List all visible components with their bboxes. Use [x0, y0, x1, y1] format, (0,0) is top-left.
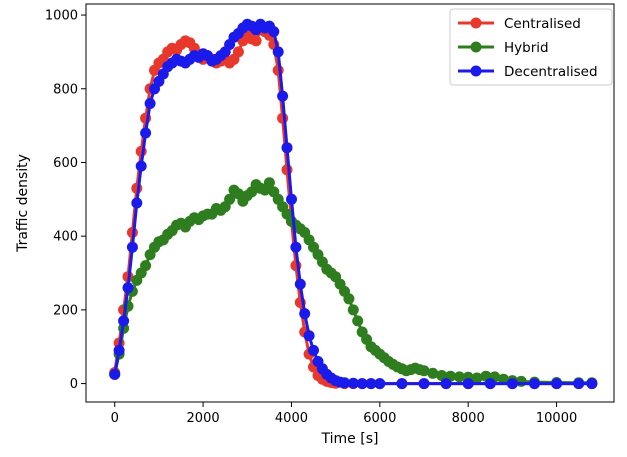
y-axis-label: Traffic density	[15, 154, 31, 253]
data-point	[268, 26, 280, 38]
data-point	[144, 98, 156, 109]
legend-swatch-marker	[470, 17, 482, 29]
data-point	[374, 378, 386, 390]
legend-label: Centralised	[504, 16, 581, 32]
data-point	[462, 378, 474, 390]
data-point	[343, 293, 355, 305]
x-tick-label: 6000	[363, 411, 396, 426]
y-tick-label: 600	[53, 156, 78, 171]
series-hybrid	[109, 177, 598, 389]
data-point	[131, 197, 143, 209]
data-point	[277, 112, 289, 124]
legend-label: Hybrid	[504, 40, 549, 56]
data-point	[140, 127, 152, 139]
data-point	[347, 377, 359, 389]
legend-label: Decentralised	[504, 64, 598, 80]
series-line-hybrid	[113, 181, 592, 385]
data-point	[427, 367, 439, 379]
data-point	[453, 371, 465, 383]
legend-item-decentralised: Decentralised	[458, 64, 598, 80]
x-tick-label: 10000	[536, 411, 577, 426]
data-point	[498, 373, 509, 385]
data-point	[113, 344, 125, 356]
y-tick-label: 400	[53, 230, 78, 245]
data-point	[277, 90, 289, 102]
data-point	[294, 278, 306, 290]
y-tick-label: 800	[53, 82, 78, 97]
axes-layer: 0 2000 4000 6000 8000 10000 0 200 400 600 800 1000 T…	[15, 3, 615, 447]
y-tick-label: 200	[53, 303, 78, 318]
x-tick-label: 4000	[275, 411, 308, 426]
data-point	[109, 368, 121, 380]
data-point	[418, 365, 430, 377]
data-point	[551, 378, 563, 390]
x-tick-label: 2000	[187, 411, 220, 426]
data-point	[303, 330, 315, 342]
data-point	[299, 308, 311, 320]
data-point	[586, 378, 598, 390]
data-point	[286, 193, 297, 205]
data-point	[506, 378, 518, 390]
plot-frame	[85, 3, 615, 403]
y-tick-label: 1000	[45, 9, 78, 24]
data-point	[272, 46, 284, 58]
data-point	[232, 46, 244, 58]
legend: Centralised Hybrid Decentralised	[449, 8, 613, 86]
data-point	[356, 378, 368, 390]
x-axis-label: Time [s]	[321, 431, 379, 447]
data-point	[290, 241, 302, 253]
data-point	[339, 377, 350, 389]
series-decentralised	[109, 18, 598, 390]
data-point	[308, 344, 319, 356]
legend-item-hybrid: Hybrid	[458, 40, 549, 56]
data-point	[250, 35, 262, 47]
data-point	[396, 378, 408, 390]
data-point	[126, 241, 138, 253]
legend-item-centralised: Centralised	[458, 16, 581, 32]
data-point	[140, 260, 152, 272]
data-point	[418, 378, 430, 390]
x-tick-label: 0	[111, 411, 119, 426]
data-point	[118, 315, 130, 327]
data-point	[471, 372, 483, 384]
data-point	[224, 193, 236, 205]
legend-swatch-marker	[470, 65, 482, 77]
legend-box	[449, 8, 613, 86]
data-point	[573, 378, 585, 390]
data-point	[263, 177, 275, 189]
data-point	[529, 378, 540, 390]
data-point	[365, 378, 377, 390]
y-tick-label: 0	[70, 377, 78, 392]
legend-swatch-marker	[470, 41, 482, 53]
data-point	[440, 378, 452, 390]
data-point	[436, 370, 448, 381]
data-point	[352, 315, 364, 327]
data-point	[135, 160, 147, 172]
series-layer	[109, 18, 598, 390]
data-point	[281, 142, 293, 154]
data-point	[347, 304, 359, 316]
data-point	[122, 282, 134, 294]
data-point	[281, 164, 293, 176]
x-tick-label: 8000	[452, 411, 485, 426]
data-point	[484, 378, 496, 390]
